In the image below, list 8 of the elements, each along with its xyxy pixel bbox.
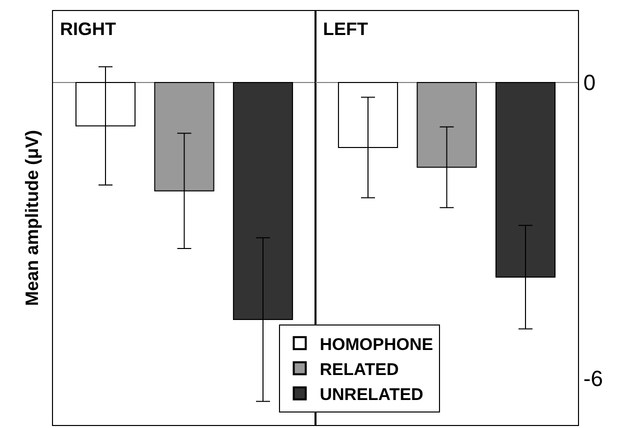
legend-label: RELATED xyxy=(320,360,399,379)
legend-label: UNRELATED xyxy=(320,384,424,404)
text: LEFT xyxy=(323,19,368,39)
legend-label: HOMOPHONE xyxy=(320,334,434,354)
y-tick-label: -6 xyxy=(583,366,603,391)
y-tick-label: 0 xyxy=(583,70,596,96)
text: RIGHT xyxy=(60,19,116,39)
y-axis-title: Mean amplitude (μV) xyxy=(22,130,42,306)
